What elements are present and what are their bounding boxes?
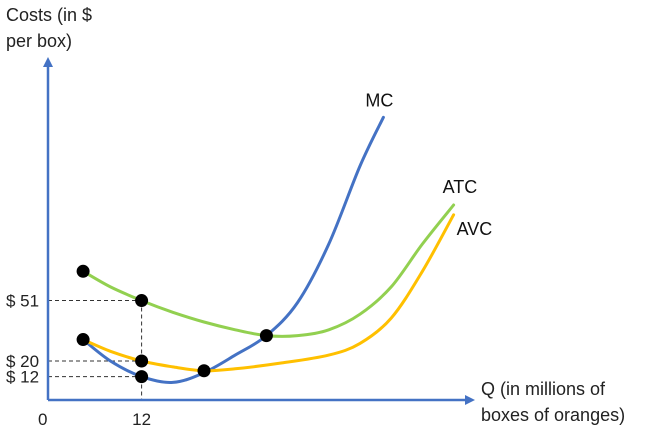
marker-point-0 [76,264,90,278]
y-tick-label-2: $ 12 [6,368,39,387]
origin-label: 0 [38,410,47,427]
guide-lines [48,300,143,400]
series-curves [81,115,456,384]
axis-ticks: $ 51 $ 20$ 12 12 [6,292,151,427]
marker-point-6 [259,329,273,343]
y-tick-label-0: $ 51 [6,292,39,311]
curve-mc [81,115,385,384]
y-tick-label-1: $ 20 [6,352,39,371]
curve-labels: MC ATC AVC [365,90,492,239]
series-label-mc: MC [365,90,393,110]
y-axis-label-line-2: per box) [6,31,72,51]
x-axis-label-line-2: boxes of oranges) [481,405,625,425]
marker-point-3 [135,354,149,368]
x-axis-label-line-1: Q (in millions of [481,379,606,399]
marker-point-1 [135,294,149,308]
curve-markers [76,264,273,384]
series-label-atc: ATC [443,177,478,197]
x-tick-label-0: 12 [132,410,151,427]
marker-point-4 [135,370,149,384]
y-axis-label-line-1: Costs (in $ [6,5,92,25]
curve-atc [81,203,456,338]
marker-point-2 [76,333,90,347]
series-label-avc: AVC [457,219,493,239]
curve-avc [81,213,456,373]
marker-point-5 [197,364,211,378]
